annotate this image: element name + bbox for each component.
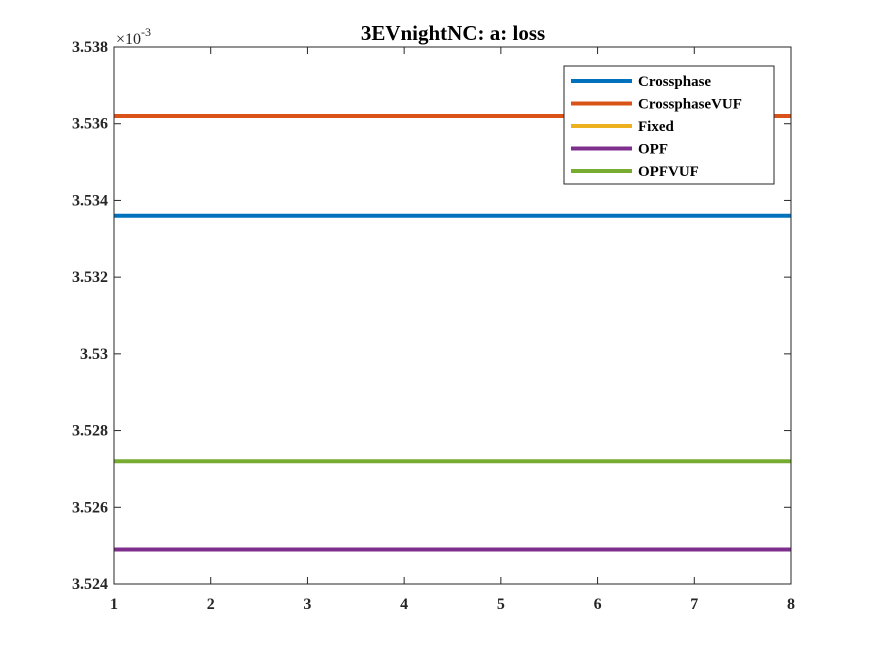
- svg-text:×10-3: ×10-3: [116, 25, 151, 48]
- tick-layer: 1 2 3 4 5 6 7 8 3.524 3.526 3.528 3.53 3.532 3.534 3.5…: [72, 39, 795, 613]
- legend[interactable]: Crossphase CrossphaseVUF Fixed OPF OPFVUF: [563, 65, 775, 185]
- y-scale-base: ×10: [116, 31, 141, 48]
- legend-label: OPF: [638, 142, 668, 158]
- x-tick-label: 5: [497, 596, 505, 613]
- legend-label: OPFVUF: [638, 164, 699, 180]
- y-tick-label: 3.536: [72, 116, 108, 133]
- x-tick-label: 3: [303, 596, 311, 613]
- y-scale-exponent: -3: [141, 25, 151, 39]
- legend-item-crossphase[interactable]: Crossphase: [571, 74, 711, 90]
- y-tick-label: 3.534: [72, 192, 108, 209]
- y-scale-label: ×10-3: [116, 25, 151, 48]
- y-tick-label: 3.538: [72, 39, 108, 56]
- chart-title: 3EVnightNC: a: loss: [361, 21, 545, 45]
- x-tick-label: 8: [787, 596, 795, 613]
- y-tick-label: 3.528: [72, 423, 108, 440]
- x-tick-label: 7: [690, 596, 698, 613]
- legend-item-opf[interactable]: OPF: [571, 142, 668, 158]
- x-tick-label: 4: [400, 596, 408, 613]
- y-tick-label: 3.53: [80, 346, 108, 363]
- y-tick-label: 3.524: [72, 576, 108, 593]
- legend-item-opfvuf[interactable]: OPFVUF: [571, 164, 699, 180]
- x-tick-label: 1: [110, 596, 118, 613]
- legend-item-crossphasevuf[interactable]: CrossphaseVUF: [571, 97, 742, 113]
- legend-item-fixed[interactable]: Fixed: [571, 119, 674, 135]
- y-tick-label: 3.532: [72, 269, 108, 286]
- axes-box: [113, 46, 792, 585]
- legend-label: CrossphaseVUF: [638, 97, 742, 113]
- legend-label: Fixed: [638, 119, 674, 135]
- x-tick-label: 6: [594, 596, 602, 613]
- legend-label: Crossphase: [638, 74, 711, 90]
- x-tick-label: 2: [207, 596, 215, 613]
- y-tick-label: 3.526: [72, 499, 108, 516]
